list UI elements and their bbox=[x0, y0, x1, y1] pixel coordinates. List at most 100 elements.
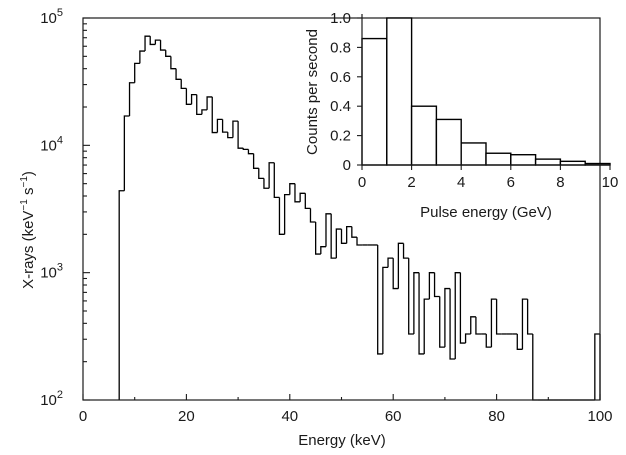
histogram-bin bbox=[211, 96, 218, 134]
inset-x-tick-label: 4 bbox=[457, 174, 465, 191]
inset-x-tick-label: 0 bbox=[358, 174, 366, 191]
histogram-bin bbox=[123, 115, 130, 191]
histogram-bin bbox=[413, 272, 420, 334]
inset-bar bbox=[361, 37, 388, 166]
histogram-bin bbox=[439, 296, 445, 348]
histogram-bin bbox=[201, 109, 208, 115]
inset-bar bbox=[460, 142, 487, 166]
histogram-bin bbox=[216, 118, 223, 133]
inset-bar bbox=[410, 105, 438, 166]
y-tick-label: 102 bbox=[40, 389, 63, 409]
x-tick-label: 100 bbox=[587, 408, 612, 425]
inset-axes bbox=[361, 14, 610, 166]
histogram-bin bbox=[495, 299, 502, 335]
histogram-bin bbox=[170, 56, 177, 70]
histogram-bin bbox=[128, 82, 135, 116]
main-x-ticks: 0 20 40 60 80 100 bbox=[79, 394, 613, 425]
histogram-bin bbox=[294, 183, 301, 203]
histogram-bin bbox=[139, 50, 146, 64]
histogram-bin bbox=[346, 225, 352, 244]
histogram-bin bbox=[190, 94, 197, 105]
histogram-bin bbox=[397, 242, 404, 289]
main-x-axis-label: Energy (keV) bbox=[298, 432, 386, 449]
histogram-bin bbox=[449, 288, 456, 360]
histogram-bin bbox=[206, 96, 213, 110]
inset-bar-marks bbox=[361, 17, 611, 166]
inset-bar-chart: 0 2 4 6 8 10 0 0.2 0.4 0.6 0.8 1.0 Pulse energy (G… bbox=[304, 10, 618, 221]
main-y-ticks: 102 103 104 105 bbox=[40, 7, 90, 409]
histogram-bin bbox=[118, 190, 125, 400]
inset-y-tick-label: 0 bbox=[343, 157, 351, 174]
inset-y-tick-label: 0.8 bbox=[330, 39, 351, 56]
y-tick-label: 105 bbox=[40, 7, 63, 27]
histogram-bin bbox=[470, 316, 476, 334]
histogram-bin bbox=[175, 68, 182, 80]
histogram-bin bbox=[594, 333, 600, 400]
x-tick-label: 40 bbox=[281, 408, 298, 425]
histogram-bin bbox=[263, 178, 270, 189]
main-histogram-marks bbox=[118, 35, 601, 401]
histogram-bin bbox=[351, 226, 358, 238]
histogram-bin bbox=[475, 316, 482, 335]
histogram-bin bbox=[185, 88, 192, 105]
histogram-bin bbox=[320, 246, 326, 255]
inset-y-ticks: 0 0.2 0.4 0.6 0.8 1.0 bbox=[330, 10, 362, 174]
histogram-bin bbox=[159, 40, 166, 51]
inset-bar bbox=[435, 118, 462, 166]
y-tick-label: 104 bbox=[40, 134, 63, 154]
histogram-bin bbox=[485, 333, 492, 348]
histogram-bin bbox=[232, 120, 239, 138]
x-tick-label: 80 bbox=[488, 408, 505, 425]
histogram-bin bbox=[454, 272, 461, 359]
inset-bar bbox=[510, 154, 537, 166]
histogram-bin bbox=[335, 228, 342, 259]
histogram-bin bbox=[278, 197, 285, 235]
inset-x-tick-label: 10 bbox=[602, 174, 619, 191]
histogram-bin bbox=[392, 258, 399, 290]
histogram-bin bbox=[289, 183, 295, 195]
histogram-bin bbox=[273, 162, 280, 199]
histogram-bin bbox=[330, 213, 337, 259]
histogram-bin bbox=[237, 121, 244, 149]
histogram-bin bbox=[325, 213, 332, 247]
inset-y-tick-label: 0.6 bbox=[330, 69, 351, 86]
histogram-bin bbox=[242, 148, 249, 150]
histogram-bin bbox=[258, 168, 264, 180]
histogram-bin bbox=[315, 221, 321, 255]
histogram-bin bbox=[309, 208, 316, 223]
histogram-bin bbox=[227, 132, 233, 139]
histogram-bin bbox=[464, 333, 471, 344]
inset-x-axis-label: Pulse energy (GeV) bbox=[420, 204, 552, 221]
inset-x-tick-label: 8 bbox=[556, 174, 564, 191]
inset-y-tick-label: 1.0 bbox=[330, 10, 351, 27]
histogram-bin bbox=[423, 298, 430, 354]
inset-y-tick-label: 0.2 bbox=[330, 128, 351, 145]
histogram-bin bbox=[144, 35, 151, 52]
y-tick-label: 103 bbox=[40, 262, 63, 282]
histogram-bin bbox=[268, 162, 275, 189]
histogram-bin bbox=[459, 272, 466, 344]
histogram-bin bbox=[221, 119, 228, 133]
histogram-bin bbox=[247, 149, 254, 155]
histogram-bin bbox=[299, 192, 306, 202]
histogram-bin bbox=[428, 272, 435, 300]
histogram-bin bbox=[165, 50, 171, 57]
histogram-bin bbox=[134, 62, 140, 83]
inset-bar bbox=[534, 158, 562, 166]
inset-bar bbox=[386, 17, 413, 166]
histogram-bin bbox=[180, 79, 187, 90]
histogram-bin bbox=[196, 94, 202, 116]
histogram-bin bbox=[377, 244, 383, 355]
x-tick-label: 60 bbox=[385, 408, 402, 425]
histogram-bin bbox=[382, 266, 389, 354]
inset-y-axis-label: Counts per second bbox=[304, 29, 321, 155]
inset-bar bbox=[485, 152, 512, 166]
histogram-bin bbox=[444, 287, 451, 348]
inset-x-tick-label: 6 bbox=[507, 174, 515, 191]
histogram-bin bbox=[154, 39, 161, 45]
histogram-bin bbox=[340, 229, 347, 244]
x-tick-label: 20 bbox=[178, 408, 195, 425]
histogram-bin bbox=[402, 243, 409, 259]
